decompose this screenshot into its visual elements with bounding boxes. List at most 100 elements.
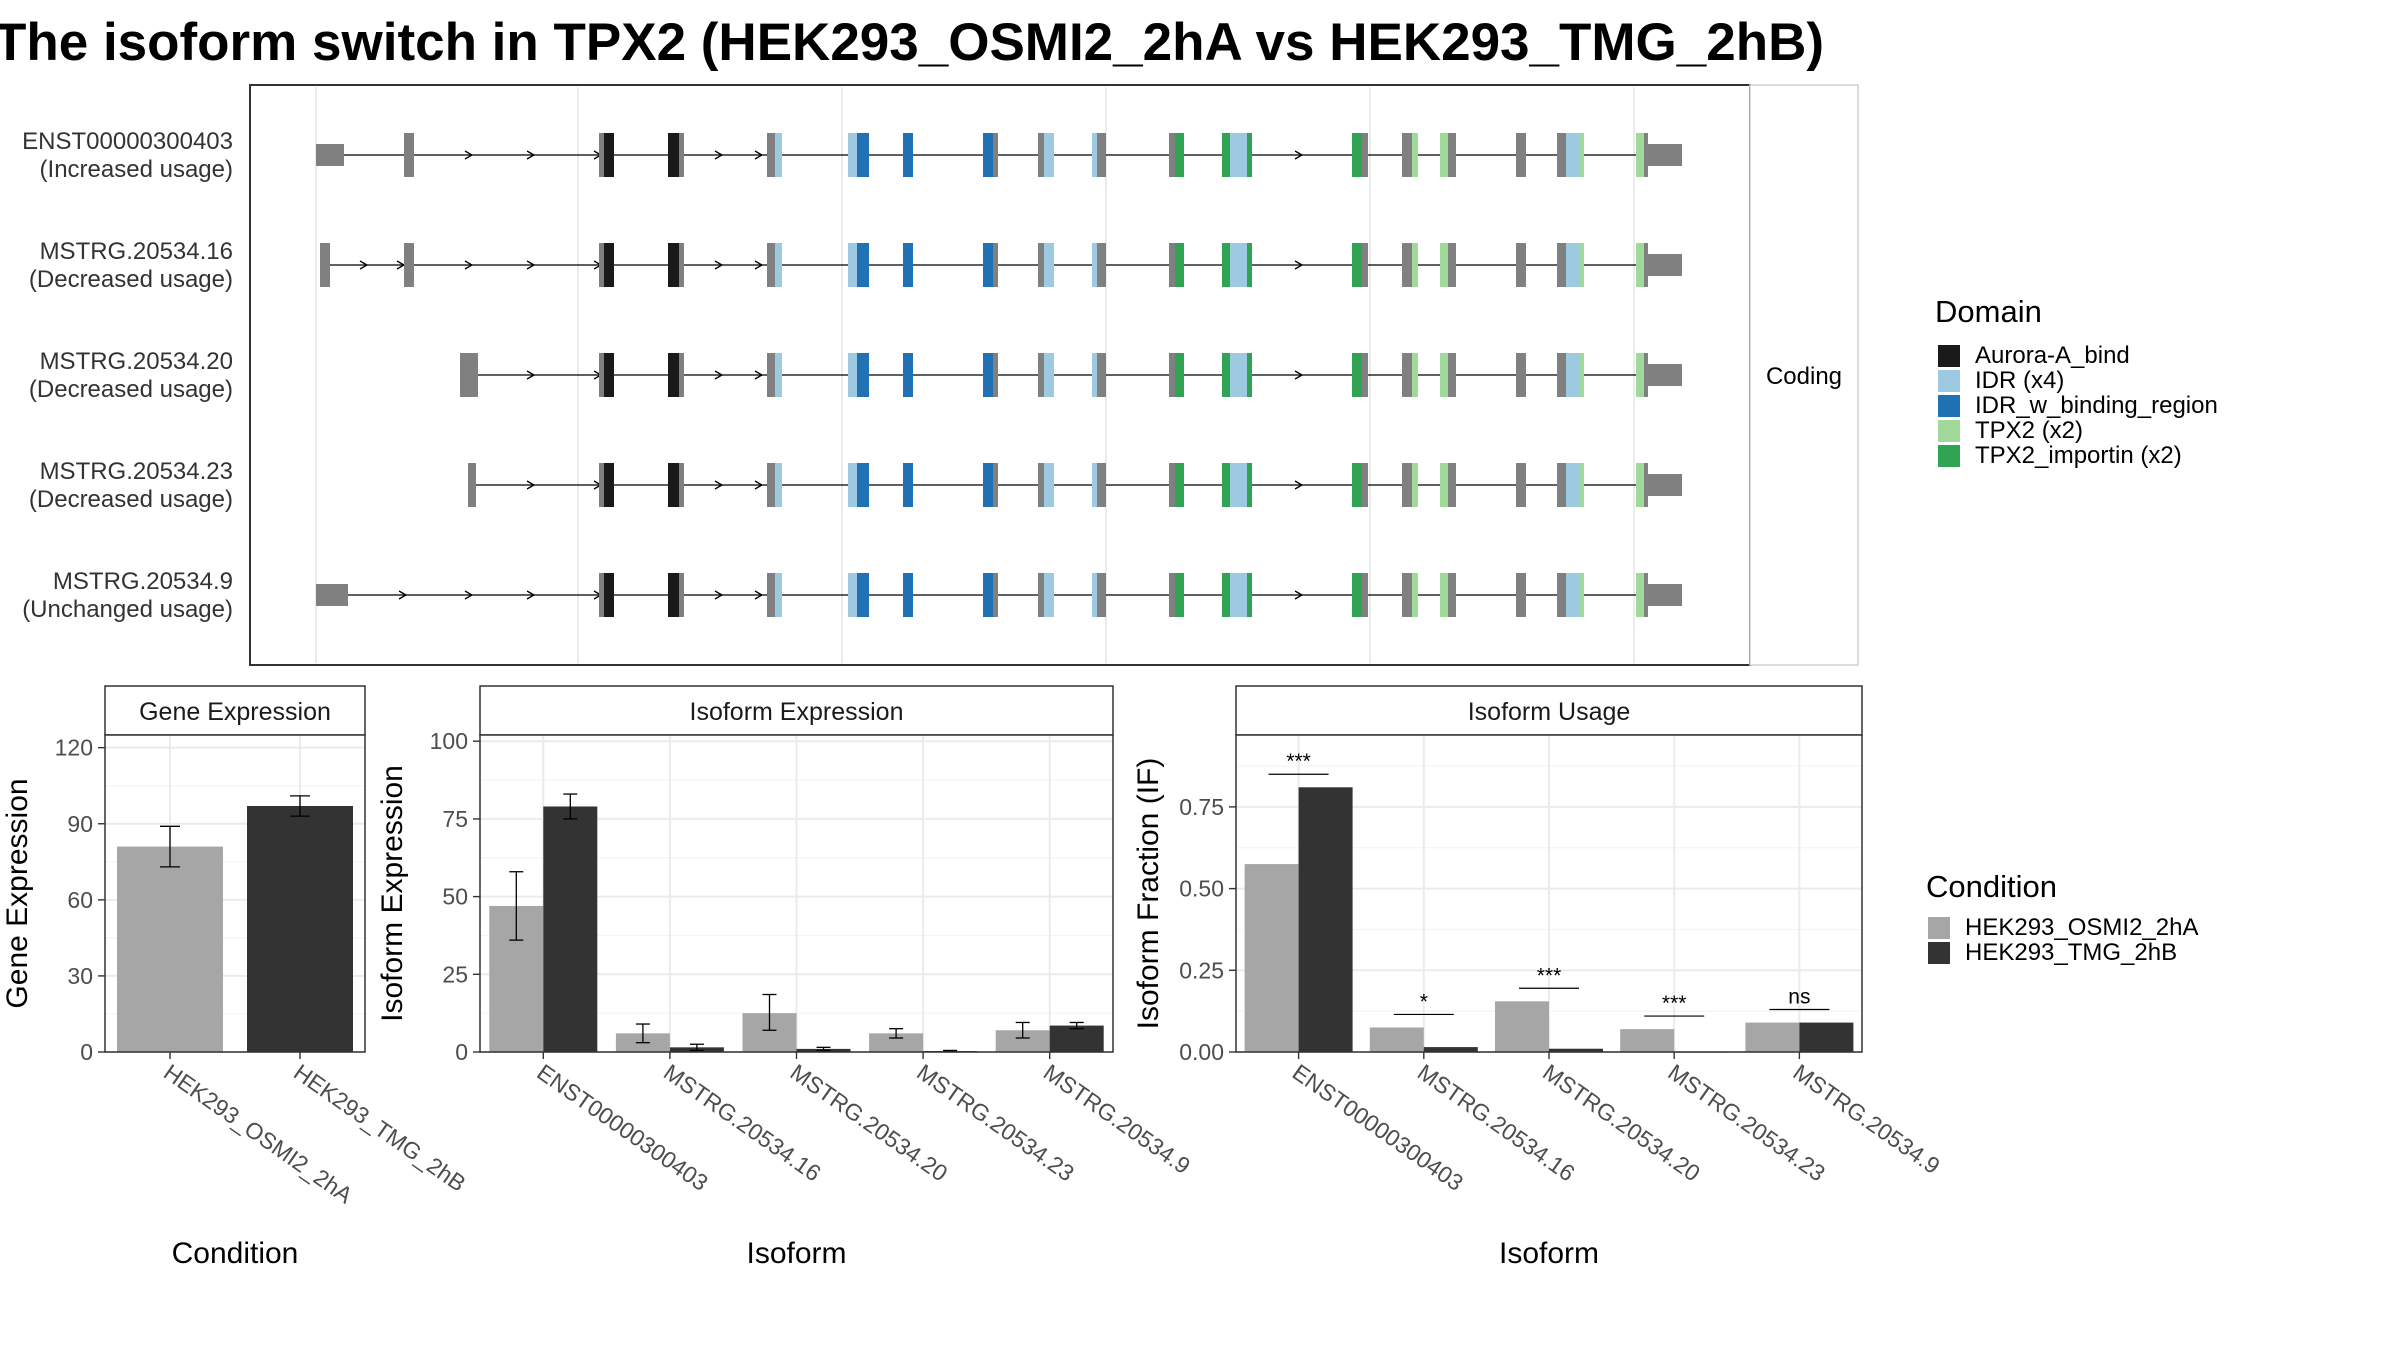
exon xyxy=(404,133,414,177)
exon-domain-segment xyxy=(1175,243,1184,287)
exon-domain-segment xyxy=(1362,573,1368,617)
strand-arrow xyxy=(359,260,369,270)
exon-domain-segment xyxy=(983,463,993,507)
chart-title: Gene Expression xyxy=(139,698,331,726)
significance-label: ns xyxy=(1788,986,1810,1009)
exon-domain-segment xyxy=(679,133,684,177)
utr-exon xyxy=(1648,364,1682,386)
condition-legend-label: HEK293_TMG_2hB xyxy=(1965,939,2177,966)
bar xyxy=(869,1033,924,1052)
exon-domain-segment xyxy=(903,463,913,507)
condition-legend-swatch xyxy=(1928,917,1950,939)
exon-domain-segment xyxy=(1448,243,1456,287)
exon-domain-segment xyxy=(848,573,857,617)
exon-domain-segment xyxy=(679,573,684,617)
exon-domain-segment xyxy=(1440,573,1448,617)
exon-domain-segment xyxy=(1402,573,1412,617)
exon-domain-segment xyxy=(1038,133,1044,177)
exon-domain-segment xyxy=(848,353,857,397)
strand-arrow xyxy=(714,590,724,600)
exon-domain-segment xyxy=(668,573,679,617)
exon-domain-segment xyxy=(1175,133,1184,177)
chart-strip xyxy=(479,685,1114,736)
bar xyxy=(543,806,598,1052)
transcript-name: MSTRG.20534.20 xyxy=(40,348,233,375)
x-axis-title: Isoform xyxy=(746,1237,846,1270)
exon-domain-segment xyxy=(1169,133,1175,177)
exon-domain-segment xyxy=(599,463,604,507)
exon-domain-segment xyxy=(1557,463,1566,507)
utr-exon xyxy=(1648,584,1682,606)
exon-domain-segment xyxy=(848,133,857,177)
chart-title: Isoform Expression xyxy=(690,698,904,726)
exon-domain-segment xyxy=(679,353,684,397)
exon-domain-segment xyxy=(1169,573,1175,617)
transcript-tracks: ENST00000300403(Increased usage) MSTRG.20… xyxy=(22,128,1682,623)
exon-domain-segment xyxy=(848,243,857,287)
y-tick-label: 0.00 xyxy=(1179,1039,1224,1065)
strand-arrow xyxy=(398,590,408,600)
exon-domain-segment xyxy=(1097,463,1106,507)
exon-domain-segment xyxy=(983,243,993,287)
exon-domain-segment xyxy=(1412,133,1418,177)
transcript-name: MSTRG.20534.23 xyxy=(40,458,233,485)
exon-domain-segment xyxy=(668,243,679,287)
exon-domain-segment xyxy=(1636,133,1644,177)
exon-domain-segment xyxy=(1579,463,1584,507)
exon-domain-segment xyxy=(1579,133,1584,177)
exon-domain-segment xyxy=(1579,573,1584,617)
strand-arrow xyxy=(526,480,536,490)
isoform-usage-chart: Isoform Usage********** ns0.000.250.500.7… xyxy=(1132,685,1945,1270)
exon xyxy=(316,584,348,606)
y-tick-label: 0.50 xyxy=(1179,876,1224,902)
exon-domain-segment xyxy=(679,463,684,507)
transcript-usage: (Unchanged usage) xyxy=(22,596,233,623)
significance-label: *** xyxy=(1286,750,1311,773)
domain-legend-swatch xyxy=(1938,370,1960,392)
exon xyxy=(320,243,330,287)
exon-domain-segment xyxy=(1230,573,1247,617)
bar xyxy=(247,806,353,1052)
exon-domain-segment xyxy=(604,133,614,177)
exon-domain-segment xyxy=(1362,463,1368,507)
exon-domain-segment xyxy=(775,353,782,397)
exon-domain-segment xyxy=(848,463,857,507)
exon-domain-segment xyxy=(1175,463,1184,507)
exon-domain-segment xyxy=(1448,573,1456,617)
exon-domain-segment xyxy=(668,133,679,177)
transcript-track: MSTRG.20534.16(Decreased usage) xyxy=(29,238,1682,293)
exon-domain-segment xyxy=(903,133,913,177)
exon-domain-segment xyxy=(983,133,993,177)
y-tick-label: 30 xyxy=(67,963,93,989)
strand-arrow xyxy=(714,150,724,160)
exon-domain-segment xyxy=(1230,133,1247,177)
exon-domain-segment xyxy=(1516,243,1526,287)
exon-domain-segment xyxy=(1222,573,1230,617)
exon-domain-segment xyxy=(1644,463,1648,507)
exon-domain-segment xyxy=(983,573,993,617)
bar xyxy=(1423,1047,1478,1052)
domain-legend-label: Aurora-A_bind xyxy=(1975,342,2130,369)
strand-arrow xyxy=(754,480,764,490)
bar xyxy=(1495,1001,1549,1052)
transcript-track: ENST00000300403(Increased usage) xyxy=(22,128,1682,183)
exon-domain-segment xyxy=(993,573,998,617)
significance-label: *** xyxy=(1662,992,1687,1015)
transcript-usage: (Decreased usage) xyxy=(29,266,233,293)
exon-domain-segment xyxy=(1516,353,1526,397)
y-axis-title: Gene Expression xyxy=(1,778,34,1008)
exon-domain-segment xyxy=(1557,573,1566,617)
exon-domain-segment xyxy=(775,133,782,177)
exon-domain-segment xyxy=(1169,463,1175,507)
exon-domain-segment xyxy=(993,243,998,287)
exon-domain-segment xyxy=(1566,133,1579,177)
exon-domain-segment xyxy=(1092,133,1097,177)
bar xyxy=(1049,1025,1104,1052)
transcript-usage: (Decreased usage) xyxy=(29,486,233,513)
utr-exon xyxy=(1648,254,1682,276)
exon-domain-segment xyxy=(1044,463,1054,507)
exon-domain-segment xyxy=(668,463,679,507)
x-axis-title: Isoform xyxy=(1499,1237,1599,1270)
